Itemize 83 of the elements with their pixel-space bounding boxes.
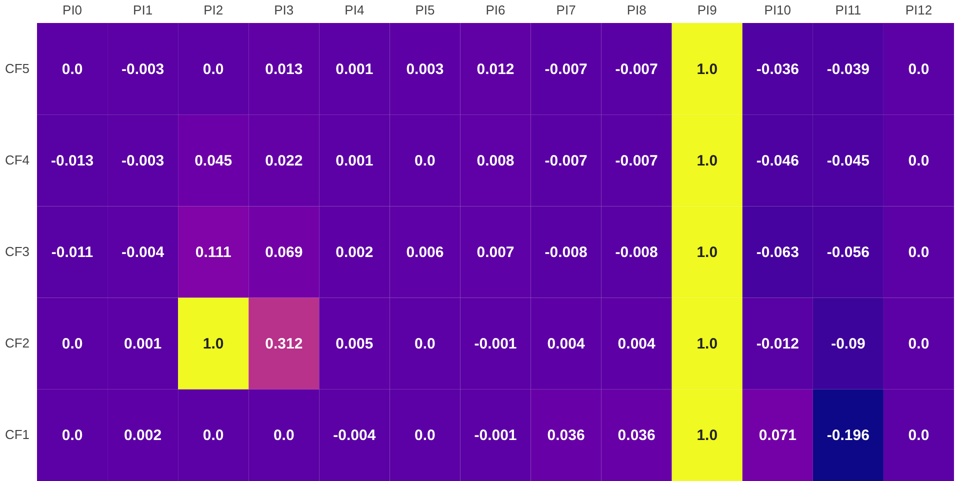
data-label: 0.0 <box>908 60 930 78</box>
x-tick-label: PI10 <box>764 2 792 18</box>
data-label: 0.0 <box>414 336 436 353</box>
y-tick-label: CF4 <box>4 152 30 168</box>
data-label: 1.0 <box>696 60 718 78</box>
data-label: 0.004 <box>618 336 656 353</box>
x-tick-label: PI11 <box>835 2 862 18</box>
data-label: -0.008 <box>615 244 658 261</box>
data-label: -0.013 <box>50 152 94 170</box>
data-label: 0.045 <box>194 152 232 170</box>
data-label: -0.045 <box>826 152 870 170</box>
data-label: -0.011 <box>51 244 94 261</box>
data-label: 0.013 <box>265 60 303 78</box>
data-label: 0.0 <box>908 336 930 353</box>
data-label: -0.007 <box>615 60 658 78</box>
x-tick-label: PI7 <box>556 2 576 18</box>
data-label: 0.008 <box>476 152 514 170</box>
data-label: 0.036 <box>618 427 656 444</box>
data-label: -0.036 <box>756 60 799 78</box>
x-tick-label: PI4 <box>344 2 364 18</box>
data-label: -0.056 <box>826 244 870 261</box>
data-label: 0.003 <box>406 60 444 78</box>
data-label: 0.0 <box>908 152 930 170</box>
data-label: 0.002 <box>336 244 374 261</box>
data-label: 0.0 <box>273 427 294 444</box>
data-label: -0.008 <box>544 244 588 261</box>
data-label: 0.012 <box>476 60 514 78</box>
data-label: 1.0 <box>696 427 718 444</box>
data-label: 0.006 <box>406 244 444 261</box>
data-label: -0.007 <box>544 60 588 78</box>
x-tick-label: PI9 <box>697 2 717 18</box>
data-label: -0.001 <box>474 336 517 353</box>
data-label: 0.0 <box>62 60 83 78</box>
data-label: 0.036 <box>547 427 585 444</box>
data-label: -0.007 <box>615 152 658 170</box>
y-tick-label: CF2 <box>4 336 30 351</box>
data-label: 0.002 <box>124 427 162 444</box>
data-label: 0.312 <box>265 336 303 353</box>
x-tick-label: PI6 <box>486 2 506 18</box>
y-tick-label: CF3 <box>4 244 30 259</box>
x-tick-label: PI12 <box>905 2 932 18</box>
data-label: -0.039 <box>826 60 870 78</box>
data-label: 0.022 <box>265 152 303 170</box>
x-tick-label: PI3 <box>274 2 294 18</box>
x-tick-label: PI2 <box>204 2 224 18</box>
data-label: -0.003 <box>122 152 164 170</box>
data-label: 1.0 <box>696 336 718 353</box>
data-label: -0.007 <box>544 152 588 170</box>
data-label: 0.0 <box>908 427 930 444</box>
data-label: -0.001 <box>474 427 517 444</box>
data-label: 0.005 <box>336 336 374 353</box>
data-label: 0.0 <box>908 244 930 261</box>
data-label: -0.063 <box>756 244 799 261</box>
data-label: 1.0 <box>696 152 718 170</box>
x-tick-label: PI8 <box>626 2 646 18</box>
data-label: -0.012 <box>756 336 799 353</box>
data-label: 0.069 <box>265 244 303 261</box>
data-label: 1.0 <box>202 336 224 353</box>
data-label: 0.0 <box>414 152 436 170</box>
data-label: 0.071 <box>758 427 796 444</box>
data-label: 0.0 <box>414 427 436 444</box>
x-tick-label: PI0 <box>62 2 82 18</box>
x-tick-label: PI5 <box>415 2 435 18</box>
data-label: 0.001 <box>336 152 374 170</box>
data-label: 0.0 <box>202 427 224 444</box>
data-label: 0.0 <box>62 427 83 444</box>
data-label: 1.0 <box>696 244 718 261</box>
data-label: 0.007 <box>476 244 514 261</box>
data-label: -0.09 <box>831 336 866 353</box>
x-tick-label: PI1 <box>133 2 153 18</box>
y-tick-label: CF5 <box>4 60 30 76</box>
data-label: -0.196 <box>826 427 870 444</box>
data-label: 0.111 <box>195 244 232 261</box>
data-label: 0.0 <box>202 60 224 78</box>
data-label: -0.004 <box>122 244 165 261</box>
data-label: -0.004 <box>333 427 376 444</box>
data-label: 0.001 <box>124 336 162 353</box>
data-label: -0.046 <box>756 152 799 170</box>
y-tick-label: CF1 <box>4 427 30 442</box>
data-label: -0.003 <box>122 60 164 78</box>
data-label: 0.004 <box>547 336 586 353</box>
data-label: 0.0 <box>62 336 83 353</box>
data-label: 0.001 <box>336 60 374 78</box>
